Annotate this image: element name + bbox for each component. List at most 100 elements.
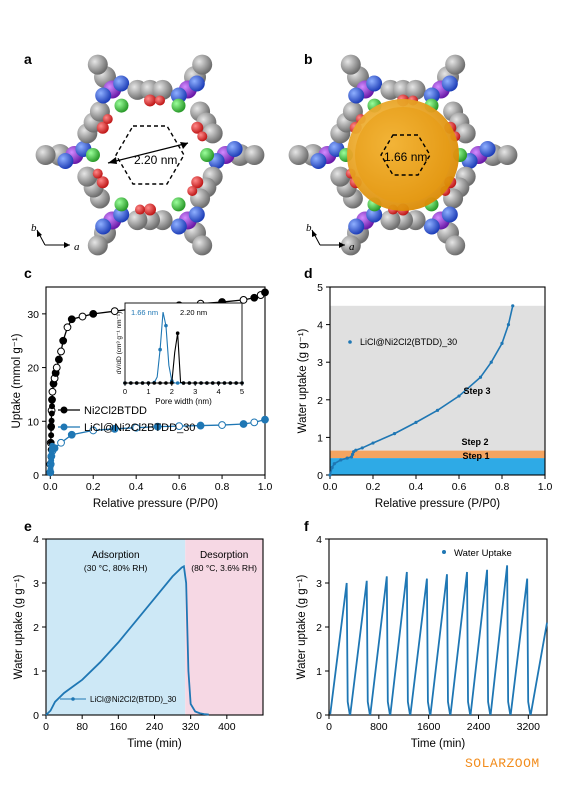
carbon-atom <box>244 145 265 165</box>
data-point <box>57 438 65 447</box>
inset-x-tick-label: 5 <box>240 387 244 396</box>
y-tick-label: 4 <box>33 534 39 546</box>
nitrogen-atom <box>423 87 440 104</box>
data-point <box>330 465 334 470</box>
y-tick-label: 1 <box>317 432 323 444</box>
x-tick-label: 80 <box>76 721 88 733</box>
x-tick-label: 800 <box>370 721 388 733</box>
y-tick-label: 2 <box>317 395 323 407</box>
data-point <box>48 417 55 424</box>
data-point <box>48 425 55 431</box>
oxygen-atom <box>197 131 208 142</box>
axes-indicator-b <box>311 229 345 248</box>
data-point <box>153 422 162 431</box>
x-tick-label: 160 <box>110 721 128 733</box>
x-tick-label: 320 <box>182 721 200 733</box>
nitrogen-atom <box>226 141 243 157</box>
data-point <box>478 375 483 379</box>
psd-point <box>158 381 162 385</box>
psd-point <box>134 381 139 385</box>
x-tick-label: 0.4 <box>129 481 144 493</box>
inset-frame <box>124 302 243 384</box>
chlorine-atom <box>171 197 186 212</box>
x-tick-label: 1.0 <box>538 481 553 493</box>
inset-x-tick-label: 0 <box>123 387 127 396</box>
nitrogen-atom <box>170 87 187 104</box>
oxygen-atom <box>96 176 109 189</box>
data-point <box>175 422 184 431</box>
oxygen-atom <box>144 203 156 216</box>
inset-x-tick-label: 4 <box>217 387 221 396</box>
data-point <box>110 307 119 316</box>
legend-label: LiCl@Ni2Cl2(BTDD)_30 <box>90 695 177 704</box>
psd-point <box>205 381 209 385</box>
y-tick-label: 0 <box>317 470 323 482</box>
carbon-atom <box>445 235 466 256</box>
carbon-atom <box>405 79 426 100</box>
inset-psd: 0 1 2 3 4 5 Pore width (nm) dV/dD (cm³ g⁻¹ nm⁻¹… <box>116 302 244 406</box>
carbon-atom <box>87 235 108 256</box>
y-axis-label: Uptake (mmol g⁻¹) <box>11 333 23 428</box>
nitrogen-atom <box>441 75 458 92</box>
y-tick-label: 5 <box>317 282 323 294</box>
psd-point <box>216 381 221 385</box>
data-point <box>57 347 65 356</box>
data-point <box>49 403 56 410</box>
carbon-atom <box>497 145 518 165</box>
data-point <box>350 452 355 456</box>
nitrogen-atom <box>441 206 458 223</box>
nitrogen-atom <box>170 218 187 235</box>
x-axis-label: Time (min) <box>411 738 466 750</box>
axes-indicator-a <box>36 229 70 248</box>
carbon-atom <box>192 54 213 75</box>
axis-label-b-b: b <box>306 222 312 234</box>
oxygen-atom <box>191 176 204 189</box>
carbon-atom <box>340 54 361 75</box>
legend-label: Water Uptake <box>454 548 512 559</box>
panel-letter-b: b <box>304 51 313 67</box>
region-band <box>46 539 186 715</box>
data-point <box>48 410 55 417</box>
series-line <box>329 565 548 716</box>
watermark: SOLARZOOM <box>465 756 540 771</box>
data-point <box>218 421 226 429</box>
x-tick-label: 3200 <box>517 721 541 733</box>
carbon-atom <box>288 145 309 165</box>
y-tick-label: 1 <box>33 666 39 678</box>
oxygen-atom <box>102 114 113 125</box>
nitrogen-atom <box>348 87 365 104</box>
nitrogen-atom <box>366 206 383 223</box>
y-tick-label: 4 <box>317 320 323 332</box>
carbon-atom <box>202 123 223 144</box>
psd-point <box>158 347 162 352</box>
legend-marker <box>60 406 68 414</box>
panel-letter-d: d <box>304 265 313 281</box>
psd-point <box>164 381 168 385</box>
y-tick-label: 0 <box>33 470 39 482</box>
axis-label-a-b: a <box>349 241 355 253</box>
data-point <box>392 432 397 436</box>
data-point <box>239 295 248 304</box>
step-label: Step 1 <box>462 451 489 461</box>
data-point <box>414 420 418 424</box>
pore-hexagon-a <box>115 125 185 185</box>
carbon-atom <box>152 79 173 100</box>
nitrogen-atom <box>95 87 112 104</box>
x-tick-label: 0 <box>326 721 332 733</box>
psd-point <box>181 381 186 385</box>
psd-point <box>129 381 133 385</box>
carbon-atom <box>127 210 148 231</box>
x-tick-label: 1.0 <box>258 481 273 493</box>
y-tick-label: 20 <box>27 363 39 375</box>
chlorine-atom <box>171 98 186 113</box>
y-tick-label: 2 <box>316 622 322 634</box>
legend-marker <box>60 423 68 431</box>
psd-point <box>193 381 197 385</box>
x-axis-label: Time (min) <box>127 738 182 750</box>
oxygen-atom <box>92 168 103 179</box>
carbon-atom <box>35 145 56 165</box>
region-condition: (30 °C, 80% RH) <box>84 563 148 573</box>
step-band <box>330 458 545 475</box>
y-tick-label: 0 <box>33 710 39 722</box>
